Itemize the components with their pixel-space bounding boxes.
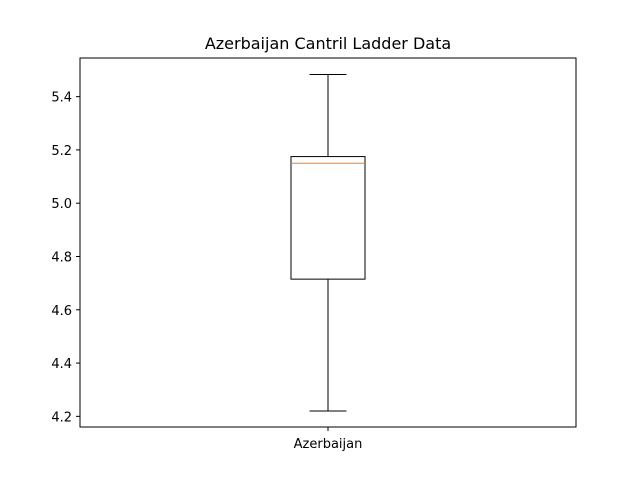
iqr-box xyxy=(290,156,366,280)
plot-area: 4.2 4.4 4.6 4.8 5.0 5.2 5.4 Azerbaijan xyxy=(51,74,366,452)
y-tick-label: 4.2 xyxy=(51,410,72,425)
y-tick-label: 5.0 xyxy=(51,197,72,212)
y-tick-label: 5.4 xyxy=(51,91,72,106)
axes-frame xyxy=(79,57,577,428)
chart-title: Azerbaijan Cantril Ladder Data xyxy=(205,34,451,53)
y-tick-label: 4.4 xyxy=(51,357,72,372)
y-tick-label: 4.8 xyxy=(51,250,72,265)
y-tick-label: 4.6 xyxy=(51,304,72,319)
x-tick-label: Azerbaijan xyxy=(294,437,363,452)
y-tick-label: 5.2 xyxy=(51,144,72,159)
